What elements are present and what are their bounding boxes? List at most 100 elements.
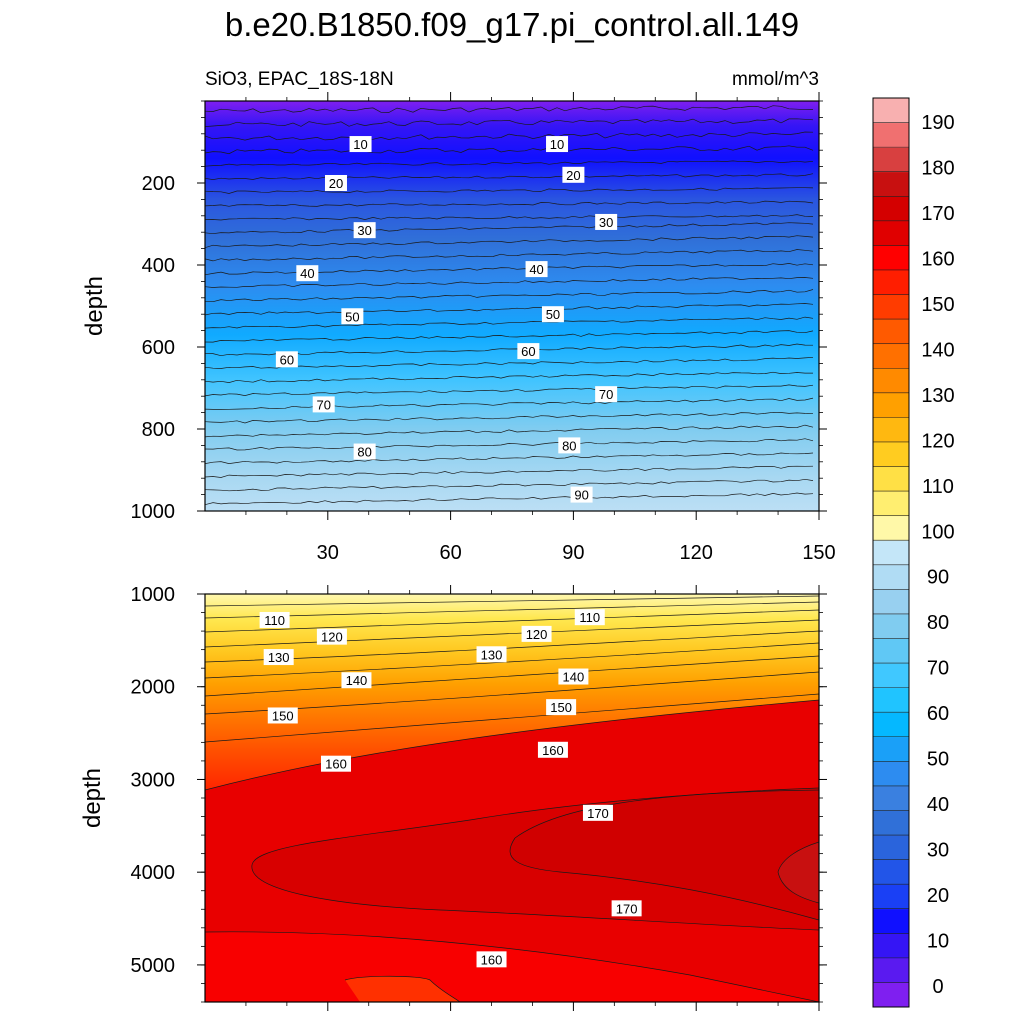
colorbar-swatch [873, 589, 909, 615]
contour-label: 160 [476, 951, 507, 968]
contour-label-text: 120 [526, 627, 548, 642]
contour-label-text: 70 [599, 387, 613, 402]
colorbar-swatch [873, 147, 909, 173]
colorbar-swatch [873, 466, 909, 492]
colorbar: 0 10 20 30 40 50 60 70 80 90 100 110 120 130 140 150 160… [872, 97, 955, 1008]
contour-label-box [574, 609, 605, 626]
upper-contour-line [205, 214, 814, 221]
contour-label-box [541, 306, 564, 323]
colorbar-label: 70 [927, 658, 949, 680]
colorbar-swatch [873, 982, 909, 1008]
y-tick-label: 1000 [131, 584, 176, 606]
contour-label: 40 [296, 265, 319, 282]
upper-panel: 10 10 20 20 30 30 40 40 50 50 60 60 70 70 80 80 90 200 40… [81, 92, 836, 564]
colorbar-swatch [873, 564, 909, 590]
contour-label-text: 130 [481, 647, 503, 662]
upper-contour-line [205, 438, 814, 451]
contour-label-box [521, 625, 552, 642]
contour-label-text: 30 [599, 215, 613, 230]
colorbar-swatch [873, 663, 909, 689]
units-subtitle: mmol/m^3 [732, 69, 819, 90]
upper-contour-labels: 10 10 20 20 30 30 40 40 50 50 60 60 70 70 80 80 90 [275, 136, 618, 503]
upper-contour-line [205, 160, 814, 167]
upper-ticks: 200 400 600 800 1000 30 60 90 120 150 [131, 92, 836, 564]
colorbar-swatch [873, 859, 909, 885]
contour-label-text: 30 [357, 223, 371, 238]
contour-label: 110 [574, 609, 605, 626]
contour-label: 40 [525, 261, 548, 278]
colorbar-swatch [873, 171, 909, 197]
colorbar-label: 190 [921, 112, 954, 134]
lower-contour-line [205, 609, 819, 633]
colorbar-label: 40 [927, 794, 949, 816]
colorbar-label: 140 [921, 339, 954, 361]
contour-label-box [324, 175, 347, 191]
upper-contour-line [205, 173, 814, 180]
contour-label: 140 [558, 668, 589, 685]
contour-label-box [570, 486, 593, 503]
upper-contour-line [205, 200, 814, 207]
colorbar-swatch [873, 368, 909, 394]
lower-contour-line [777, 841, 819, 904]
contour-label: 20 [324, 175, 347, 191]
upper-plot-fill [205, 101, 819, 511]
contour-label-box [267, 707, 298, 724]
y-tick-label: 200 [142, 173, 175, 195]
contour-label-text: 110 [579, 610, 600, 625]
colorbar-swatch [873, 392, 909, 418]
upper-contour-line [205, 249, 814, 262]
x-tick-label: 150 [802, 542, 835, 564]
contour-label-box [353, 443, 376, 460]
contour-label: 150 [267, 707, 298, 724]
colorbar-swatch [873, 294, 909, 320]
y-tick-label: 3000 [131, 769, 176, 791]
y-tick-label: 600 [142, 337, 175, 359]
contour-label-text: 120 [321, 630, 343, 645]
colorbar-swatch [873, 712, 909, 738]
contour-label-box [263, 649, 294, 666]
contour-label-box [558, 668, 589, 685]
contour-label-box [316, 628, 347, 645]
contour-label-text: 140 [563, 670, 585, 685]
contour-label-text: 140 [346, 673, 368, 688]
lower-contour-line [205, 699, 819, 791]
colorbar-swatch [873, 269, 909, 296]
colorbar-swatch [873, 785, 909, 811]
contour-label-box [349, 136, 372, 153]
contour-label-text: 10 [550, 137, 564, 152]
upper-contour-line [205, 222, 814, 235]
lower-y-axis-label: depth [79, 768, 106, 828]
upper-contour-line [205, 397, 814, 410]
upper-contour-line [205, 235, 814, 249]
contour-label: 170 [611, 900, 642, 917]
colorbar-label: 50 [927, 749, 949, 771]
contour-label: 30 [353, 222, 376, 239]
contour-label-text: 80 [357, 445, 371, 460]
region-170-inner [510, 790, 819, 920]
upper-contour-line [205, 316, 814, 329]
colorbar-label: 170 [921, 203, 954, 225]
contour-label: 170 [582, 804, 613, 821]
contour-label: 70 [595, 386, 618, 403]
upper-contour-line [205, 118, 814, 127]
contour-label-box [341, 308, 364, 325]
colorbar-label: 130 [921, 385, 954, 407]
colorbar-label: 90 [927, 567, 949, 589]
upper-contour-line [205, 411, 814, 424]
upper-contour-line [205, 289, 814, 303]
contour-label: 130 [263, 649, 294, 666]
colorbar-swatch [873, 245, 909, 271]
y-tick-label: 400 [142, 255, 175, 277]
colorbar-swatch [873, 441, 909, 468]
x-tick-label: 30 [317, 542, 339, 564]
contour-label-text: 160 [325, 757, 347, 772]
colorbar-label: 100 [921, 521, 954, 543]
colorbar-label: 30 [927, 840, 949, 862]
contour-label-text: 90 [574, 488, 588, 503]
colorbar-swatch [873, 196, 909, 222]
colorbar-swatch [873, 638, 909, 664]
colorbar-swatch [873, 761, 909, 787]
contour-label-text: 80 [562, 438, 576, 453]
contour-label: 20 [562, 166, 585, 183]
colorbar-swatch [873, 220, 909, 246]
